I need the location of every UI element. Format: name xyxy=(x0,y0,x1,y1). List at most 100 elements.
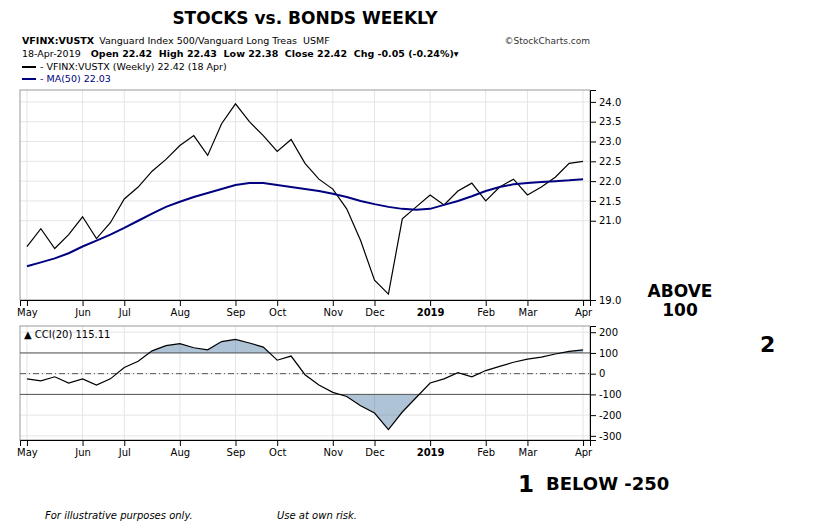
tick: 0 xyxy=(590,368,605,379)
annotation: For illustrative purposes only. xyxy=(45,510,193,521)
data-area xyxy=(20,339,590,429)
title: STOCKS vs. BONDS WEEKLY xyxy=(172,8,438,28)
grid-line xyxy=(20,394,590,395)
tick-mark xyxy=(590,436,596,437)
tick-mark xyxy=(375,440,376,446)
grid-line xyxy=(485,90,486,300)
tick-mark xyxy=(486,440,487,446)
grid-line xyxy=(82,326,83,440)
legend-label: - MA(50) 22.03 xyxy=(40,73,111,84)
header-text: Vanguard Index 500/Vanguard Long Treas U… xyxy=(96,35,329,46)
tick-mark xyxy=(27,440,28,446)
grid xyxy=(20,90,590,300)
tick: May xyxy=(17,440,38,458)
tick: 21.0 xyxy=(590,215,621,226)
grid-line xyxy=(179,90,180,300)
tick-mark xyxy=(590,142,596,143)
axis-line xyxy=(591,91,597,301)
tick-label: 23.5 xyxy=(599,116,621,127)
grid-line xyxy=(277,326,278,440)
tick-mark xyxy=(27,300,28,306)
tick-label: 23.0 xyxy=(599,136,621,147)
fill-above xyxy=(27,339,583,352)
header-text: VFINX:VUSTX xyxy=(22,35,95,46)
tick-mark xyxy=(430,440,431,446)
grid-line xyxy=(374,90,375,300)
x-axis: MayJunJulAugSepOctNovDec2019FebMarApr xyxy=(17,300,593,318)
tick-mark xyxy=(277,440,278,446)
tick-label: Apr xyxy=(575,307,593,318)
tick: May xyxy=(17,300,38,318)
grid-line xyxy=(20,220,590,221)
tick-mark xyxy=(590,415,596,416)
tick-mark xyxy=(590,374,596,375)
annotation: Use at own risk. xyxy=(277,510,357,521)
tick: Jun xyxy=(74,300,91,318)
grid-line xyxy=(583,326,584,440)
annotation: 1 xyxy=(518,471,534,497)
tick: Oct xyxy=(269,300,286,318)
plot-frame xyxy=(20,326,590,440)
grid-line xyxy=(235,90,236,300)
tick-label: Aug xyxy=(171,447,191,458)
grid-line xyxy=(485,326,486,440)
tick-mark xyxy=(333,300,334,306)
grid-line xyxy=(26,90,27,300)
data-area xyxy=(27,104,583,294)
tick: Mar xyxy=(519,440,539,458)
tick-label: 19.0 xyxy=(599,295,621,306)
grid-line xyxy=(583,90,584,300)
grid-line xyxy=(20,101,590,102)
tick: Feb xyxy=(477,440,495,458)
tick-label: 2019 xyxy=(417,447,445,458)
tick-mark xyxy=(277,300,278,306)
tick: 24.0 xyxy=(590,97,621,108)
tick-label: 21.0 xyxy=(599,215,621,226)
tick-label: 100 xyxy=(599,348,618,359)
tick-label: Dec xyxy=(365,307,384,318)
tick-label: Aug xyxy=(171,307,191,318)
grid-line xyxy=(277,90,278,300)
tick-label: Jun xyxy=(74,447,91,458)
grid-line xyxy=(332,326,333,440)
tick: 100 xyxy=(590,348,618,359)
tick: 22.5 xyxy=(590,156,621,167)
legend-swatch xyxy=(22,78,36,80)
tick-mark xyxy=(590,394,596,395)
tick-mark xyxy=(180,440,181,446)
tick: -100 xyxy=(590,389,622,400)
tick: Nov xyxy=(324,440,344,458)
grid-line xyxy=(332,90,333,300)
tick: Jul xyxy=(118,440,131,458)
tick: 23.0 xyxy=(590,136,621,147)
grid-line xyxy=(20,161,590,162)
grid-line xyxy=(20,415,590,416)
legend-label: - VFINX:VUSTX (Weekly) 22.42 (18 Apr) xyxy=(40,61,227,72)
tick-mark xyxy=(333,440,334,446)
tick: Mar xyxy=(519,300,539,318)
grid-line xyxy=(20,121,590,122)
tick-label: -200 xyxy=(599,410,622,421)
series-line xyxy=(27,179,583,266)
tick-mark xyxy=(83,440,84,446)
legend-item: - VFINX:VUSTX (Weekly) 22.42 (18 Apr) xyxy=(22,61,227,72)
chart-root: STOCKS vs. BONDS WEEKLY 19.0 21.0 21.5 22.0 2… xyxy=(0,0,815,528)
tick-mark xyxy=(83,300,84,306)
tick-mark xyxy=(590,332,596,333)
tick: 22.0 xyxy=(590,176,621,187)
tick-label: Mar xyxy=(519,307,539,318)
y-axis: -300-200-1000100200 xyxy=(590,327,622,442)
header-text: Open 22.42 High 22.43 Low 22.38 Close 22… xyxy=(91,48,459,59)
series-label: ▲ CCI(20) 115.11 xyxy=(24,329,110,340)
tick-label: Oct xyxy=(269,307,286,318)
tick-mark xyxy=(590,201,596,202)
fill-below xyxy=(27,394,583,429)
tick-label: Apr xyxy=(575,447,593,458)
panel-1: -300-200-1000100200MayJunJulAugSepOctNov… xyxy=(17,326,622,458)
tick-label: 21.5 xyxy=(599,196,621,207)
tick-label: Oct xyxy=(269,447,286,458)
panel-0: 19.021.021.522.022.523.023.524.0MayJunJu… xyxy=(17,90,621,318)
tick-label: Dec xyxy=(365,447,384,458)
tick-label: Nov xyxy=(324,447,344,458)
tick-mark xyxy=(583,440,584,446)
